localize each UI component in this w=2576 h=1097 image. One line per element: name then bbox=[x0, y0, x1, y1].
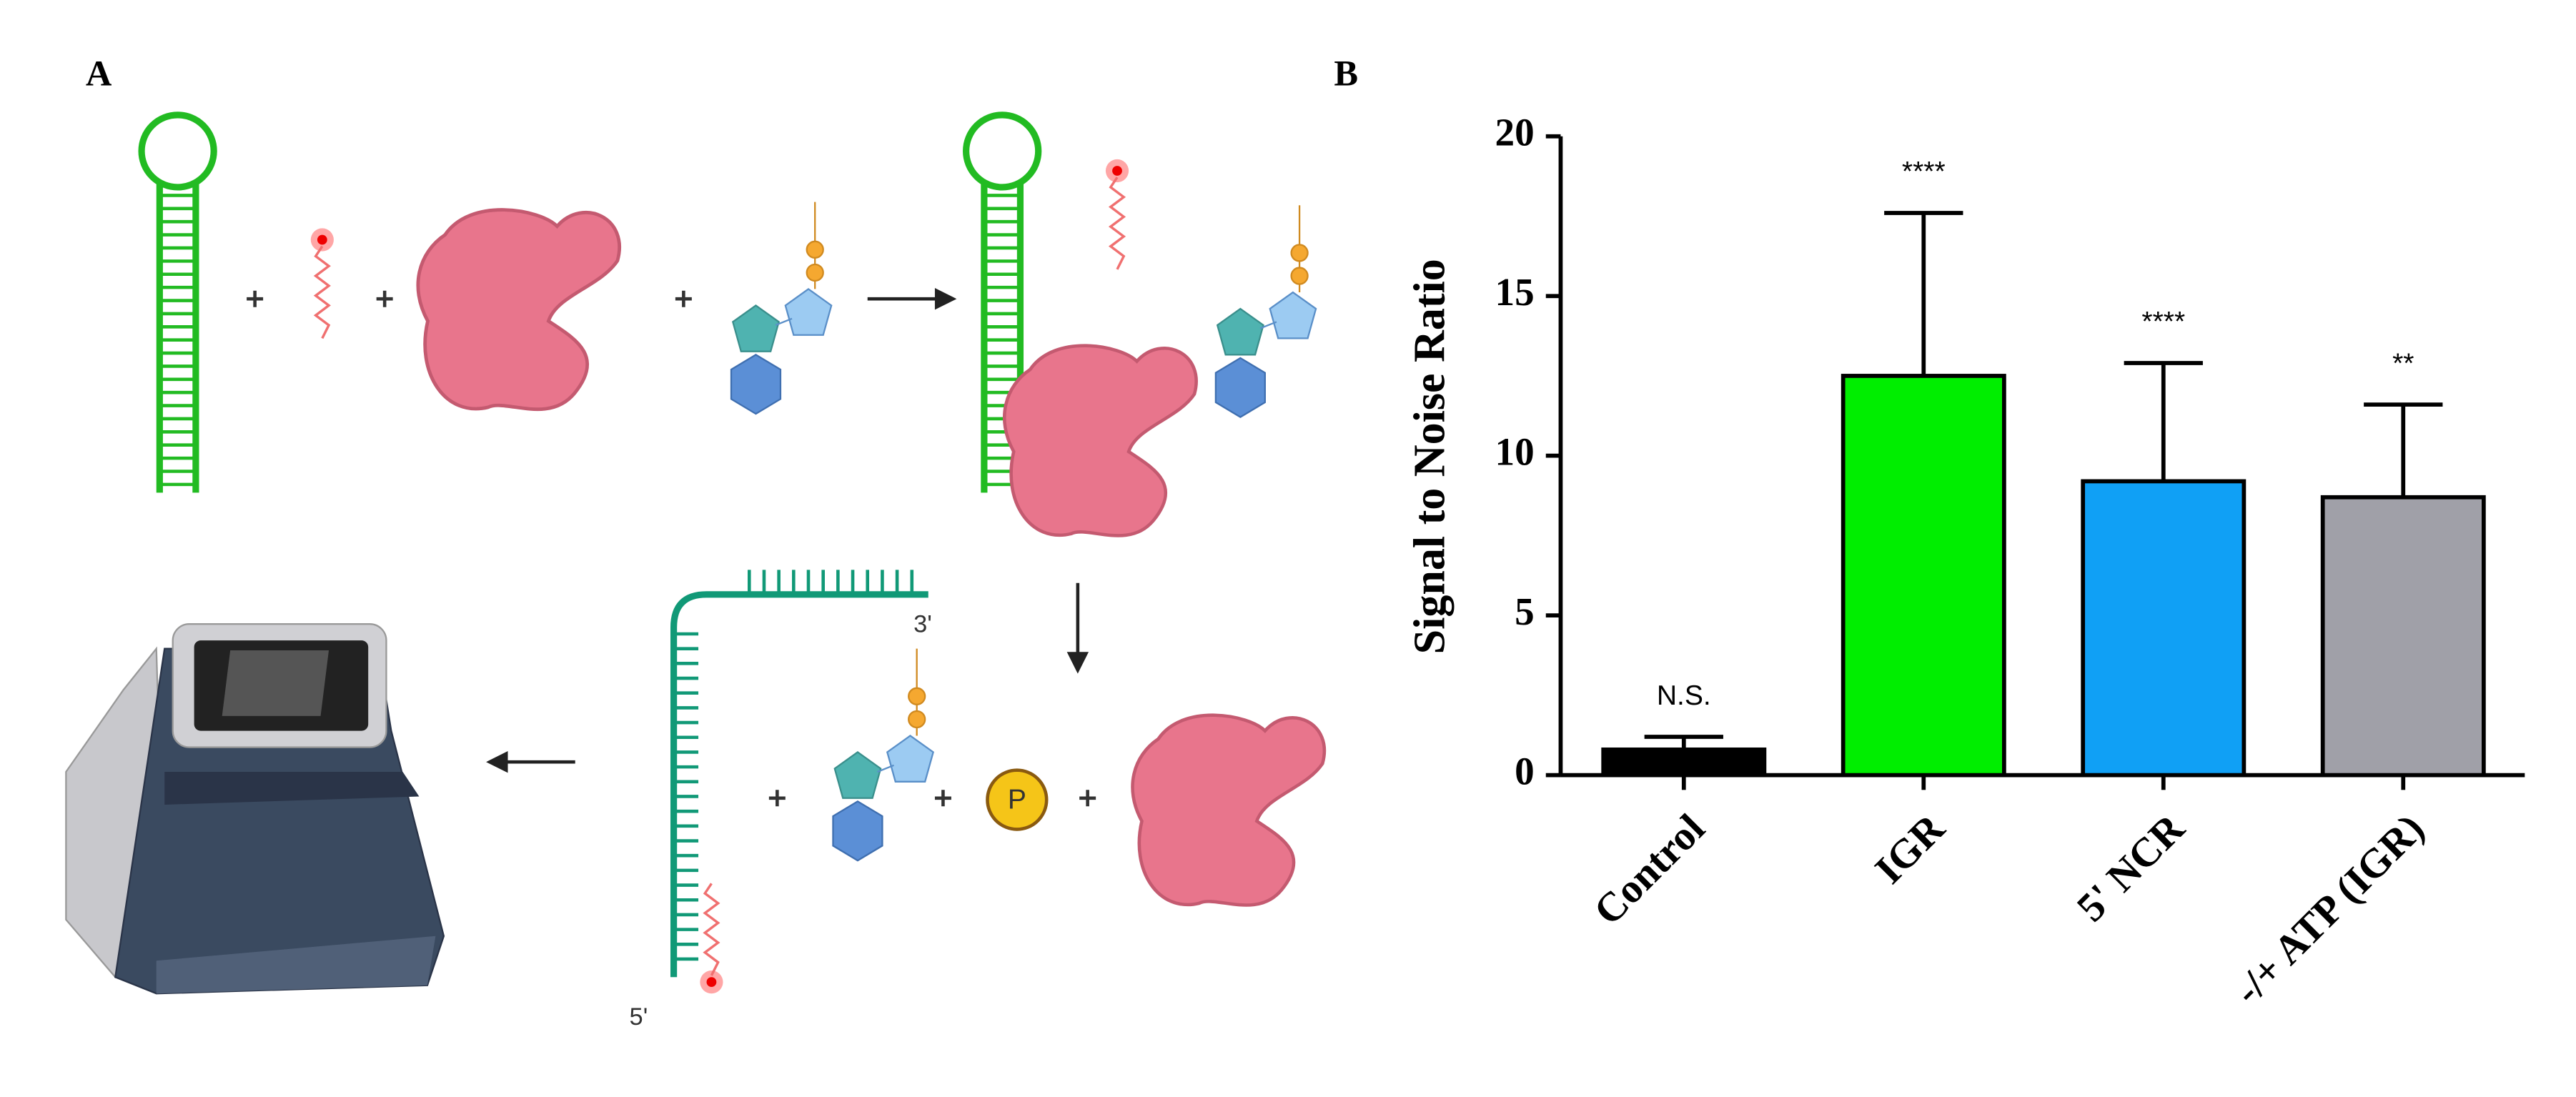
nucleotide bbox=[1214, 204, 1317, 418]
end-label: 3' bbox=[913, 611, 932, 638]
x-tick-label: IGR bbox=[1867, 805, 1954, 893]
nucleotide bbox=[730, 201, 833, 415]
y-tick-label: 0 bbox=[1515, 749, 1535, 793]
enzyme bbox=[1004, 346, 1196, 536]
phosphate-label: P bbox=[1008, 785, 1026, 815]
significance-label: **** bbox=[1902, 157, 1946, 187]
significance-label: N.S. bbox=[1657, 680, 1711, 711]
phosphate bbox=[986, 768, 1049, 831]
x-tick-label: -/+ ATP (IGR) bbox=[2225, 806, 2432, 1013]
significance-label: **** bbox=[2141, 307, 2185, 337]
significance-label: ** bbox=[2392, 348, 2414, 379]
bar bbox=[2320, 495, 2486, 778]
end-label: 5' bbox=[630, 1003, 648, 1031]
reader-device bbox=[65, 623, 445, 995]
arrows bbox=[486, 288, 1089, 773]
bar bbox=[1601, 747, 1767, 778]
y-axis-label: Signal to Noise Ratio bbox=[1406, 259, 1455, 654]
reporter bbox=[310, 159, 1129, 994]
bar bbox=[2081, 479, 2246, 778]
y-tick-label: 5 bbox=[1515, 590, 1535, 633]
enzyme bbox=[418, 210, 620, 409]
y-tick-label: 15 bbox=[1495, 270, 1535, 314]
x-tick-label: Control bbox=[1585, 806, 1713, 934]
nucleotide bbox=[832, 647, 934, 862]
hairpin bbox=[138, 111, 217, 493]
y-tick-label: 20 bbox=[1495, 110, 1535, 154]
enzyme bbox=[1133, 715, 1324, 905]
y-tick-label: 10 bbox=[1495, 430, 1535, 473]
x-tick-label: 5' NCR bbox=[2069, 805, 2194, 930]
bar bbox=[1841, 374, 2006, 778]
panel-label: A bbox=[86, 54, 112, 94]
dsdna bbox=[670, 570, 928, 978]
plus-signs bbox=[247, 290, 1096, 807]
panel-label: B bbox=[1334, 54, 1358, 94]
